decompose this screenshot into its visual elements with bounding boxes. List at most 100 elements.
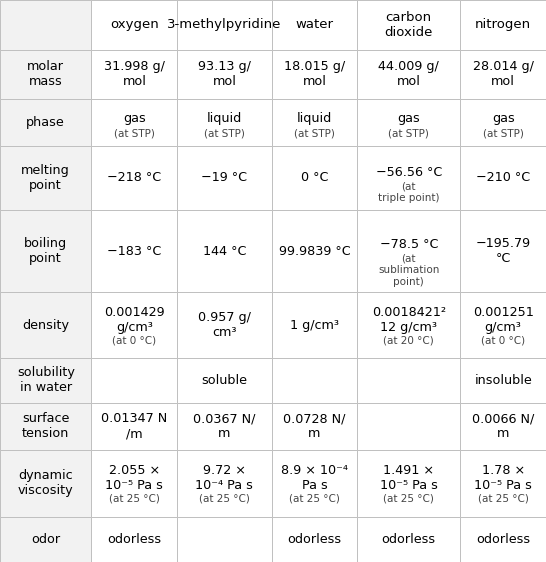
Text: density: density xyxy=(22,319,69,332)
Text: molar
mass: molar mass xyxy=(27,61,64,88)
Bar xyxy=(92,210,177,292)
Text: odorless: odorless xyxy=(476,533,530,546)
Bar xyxy=(0,146,92,210)
Text: melting
point: melting point xyxy=(21,164,70,192)
Text: 0.001429
g/cm³: 0.001429 g/cm³ xyxy=(104,306,165,334)
Text: (at 20 °C): (at 20 °C) xyxy=(383,335,434,345)
Text: (at 25 °C): (at 25 °C) xyxy=(383,494,434,504)
Text: odor: odor xyxy=(31,533,60,546)
Text: 0.957 g/
cm³: 0.957 g/ cm³ xyxy=(198,311,251,339)
Text: (at STP): (at STP) xyxy=(483,129,524,138)
Bar xyxy=(177,99,271,146)
Text: (at STP): (at STP) xyxy=(114,129,155,138)
Bar xyxy=(177,146,271,210)
Bar xyxy=(0,358,92,403)
Bar xyxy=(92,403,177,450)
Text: carbon
dioxide: carbon dioxide xyxy=(384,11,433,39)
Bar xyxy=(92,292,177,358)
Text: solubility
in water: solubility in water xyxy=(17,366,75,395)
Text: 44.009 g/
mol: 44.009 g/ mol xyxy=(378,61,439,88)
Text: phase: phase xyxy=(26,116,65,129)
Text: −78.5 °C: −78.5 °C xyxy=(379,238,438,251)
Bar xyxy=(0,517,92,562)
Bar xyxy=(177,517,271,562)
Text: odorless: odorless xyxy=(107,533,162,546)
Text: 0.01347 N
/m: 0.01347 N /m xyxy=(101,412,168,440)
Text: −56.56 °C: −56.56 °C xyxy=(376,166,442,179)
Bar xyxy=(0,99,92,146)
Bar xyxy=(271,517,357,562)
Bar xyxy=(0,49,92,99)
Text: 93.13 g/
mol: 93.13 g/ mol xyxy=(198,61,251,88)
Bar xyxy=(460,450,546,517)
Text: 3-methylpyridine: 3-methylpyridine xyxy=(167,19,282,31)
Text: 0.0066 N/
m: 0.0066 N/ m xyxy=(472,412,535,440)
Text: (at 25 °C): (at 25 °C) xyxy=(478,494,529,504)
Text: −183 °C: −183 °C xyxy=(107,244,162,257)
Bar xyxy=(0,450,92,517)
Bar xyxy=(0,292,92,358)
Text: gas: gas xyxy=(397,112,420,125)
Bar xyxy=(357,403,460,450)
Bar xyxy=(460,0,546,49)
Text: 18.015 g/
mol: 18.015 g/ mol xyxy=(284,61,345,88)
Text: 0.0367 N/
m: 0.0367 N/ m xyxy=(193,412,256,440)
Bar xyxy=(271,210,357,292)
Text: liquid: liquid xyxy=(297,112,332,125)
Text: 0 °C: 0 °C xyxy=(301,171,328,184)
Bar xyxy=(92,358,177,403)
Text: 2.055 ×
10⁻⁵ Pa s: 2.055 × 10⁻⁵ Pa s xyxy=(105,464,163,492)
Text: nitrogen: nitrogen xyxy=(475,19,531,31)
Text: (at
sublimation
point): (at sublimation point) xyxy=(378,253,440,287)
Text: −195.79
°C: −195.79 °C xyxy=(476,237,531,265)
Text: surface
tension: surface tension xyxy=(22,412,69,440)
Text: 0.001251
g/cm³: 0.001251 g/cm³ xyxy=(473,306,533,334)
Bar xyxy=(271,450,357,517)
Bar xyxy=(357,517,460,562)
Bar xyxy=(0,403,92,450)
Bar xyxy=(177,450,271,517)
Bar xyxy=(357,0,460,49)
Text: 28.014 g/
mol: 28.014 g/ mol xyxy=(473,61,533,88)
Bar xyxy=(177,49,271,99)
Text: (at 25 °C): (at 25 °C) xyxy=(289,494,340,504)
Text: (at 25 °C): (at 25 °C) xyxy=(109,494,160,504)
Bar xyxy=(92,146,177,210)
Bar xyxy=(357,210,460,292)
Text: −210 °C: −210 °C xyxy=(476,171,530,184)
Bar xyxy=(357,292,460,358)
Bar xyxy=(357,146,460,210)
Bar xyxy=(0,0,92,49)
Text: boiling
point: boiling point xyxy=(24,237,67,265)
Text: 8.9 × 10⁻⁴
Pa s: 8.9 × 10⁻⁴ Pa s xyxy=(281,464,348,492)
Text: 1 g/cm³: 1 g/cm³ xyxy=(290,319,339,332)
Text: (at STP): (at STP) xyxy=(204,129,245,138)
Bar xyxy=(0,210,92,292)
Bar xyxy=(357,49,460,99)
Bar xyxy=(177,0,271,49)
Bar xyxy=(271,358,357,403)
Text: −19 °C: −19 °C xyxy=(201,171,247,184)
Text: (at
triple point): (at triple point) xyxy=(378,182,440,203)
Bar xyxy=(177,210,271,292)
Text: liquid: liquid xyxy=(207,112,242,125)
Text: 1.491 ×
10⁻⁵ Pa s: 1.491 × 10⁻⁵ Pa s xyxy=(380,464,438,492)
Bar xyxy=(460,146,546,210)
Bar xyxy=(271,0,357,49)
Bar xyxy=(460,358,546,403)
Bar xyxy=(460,49,546,99)
Bar xyxy=(92,517,177,562)
Text: 9.72 ×
10⁻⁴ Pa s: 9.72 × 10⁻⁴ Pa s xyxy=(195,464,253,492)
Text: (at 25 °C): (at 25 °C) xyxy=(199,494,250,504)
Bar xyxy=(271,99,357,146)
Bar xyxy=(357,450,460,517)
Bar xyxy=(92,450,177,517)
Bar xyxy=(92,0,177,49)
Text: water: water xyxy=(295,19,334,31)
Text: 0.0728 N/
m: 0.0728 N/ m xyxy=(283,412,346,440)
Bar xyxy=(357,99,460,146)
Text: gas: gas xyxy=(123,112,146,125)
Bar xyxy=(460,403,546,450)
Bar xyxy=(271,49,357,99)
Text: −218 °C: −218 °C xyxy=(107,171,162,184)
